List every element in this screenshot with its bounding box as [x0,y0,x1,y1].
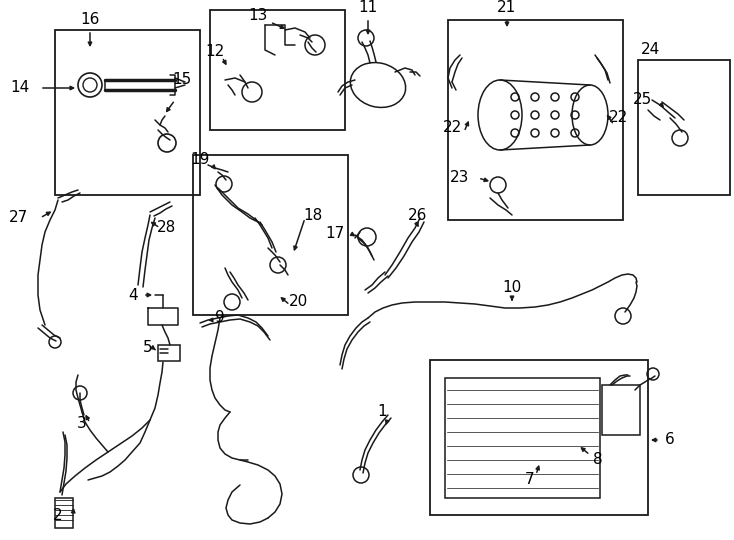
Bar [602,385,640,435]
Text: 24: 24 [640,43,660,57]
Text: 13: 13 [248,8,268,23]
Bar [448,20,623,220]
Text: 28: 28 [156,220,175,235]
Text: 22: 22 [608,111,628,125]
Text: 15: 15 [172,72,192,87]
Text: 26: 26 [408,207,428,222]
Text: 12: 12 [206,44,225,59]
Bar [638,60,730,195]
Text: 18: 18 [303,207,323,222]
Text: 16: 16 [80,12,100,28]
Bar [55,30,200,195]
Text: 4: 4 [128,287,138,302]
Text: 14: 14 [10,80,29,96]
Text: 9: 9 [215,310,225,326]
Text: 22: 22 [443,120,462,136]
Text: 20: 20 [288,294,308,309]
Bar [193,155,348,315]
Text: 10: 10 [502,280,522,295]
Text: 6: 6 [665,433,675,448]
Bar [158,345,180,361]
Text: 5: 5 [143,341,153,355]
Text: 25: 25 [633,92,653,107]
Text: 3: 3 [77,415,87,430]
Text: 11: 11 [358,1,377,16]
Text: 2: 2 [53,508,63,523]
Text: 8: 8 [593,453,603,468]
Text: 19: 19 [190,152,210,167]
Text: 7: 7 [526,472,535,488]
Circle shape [83,78,97,92]
Bar [210,10,345,130]
Text: 23: 23 [451,171,470,186]
Text: 27: 27 [8,211,28,226]
Bar [445,378,600,498]
Text: 17: 17 [325,226,345,240]
Text: 1: 1 [377,404,387,420]
Text: 21: 21 [498,1,517,16]
Bar [55,498,73,528]
Bar [430,360,648,515]
